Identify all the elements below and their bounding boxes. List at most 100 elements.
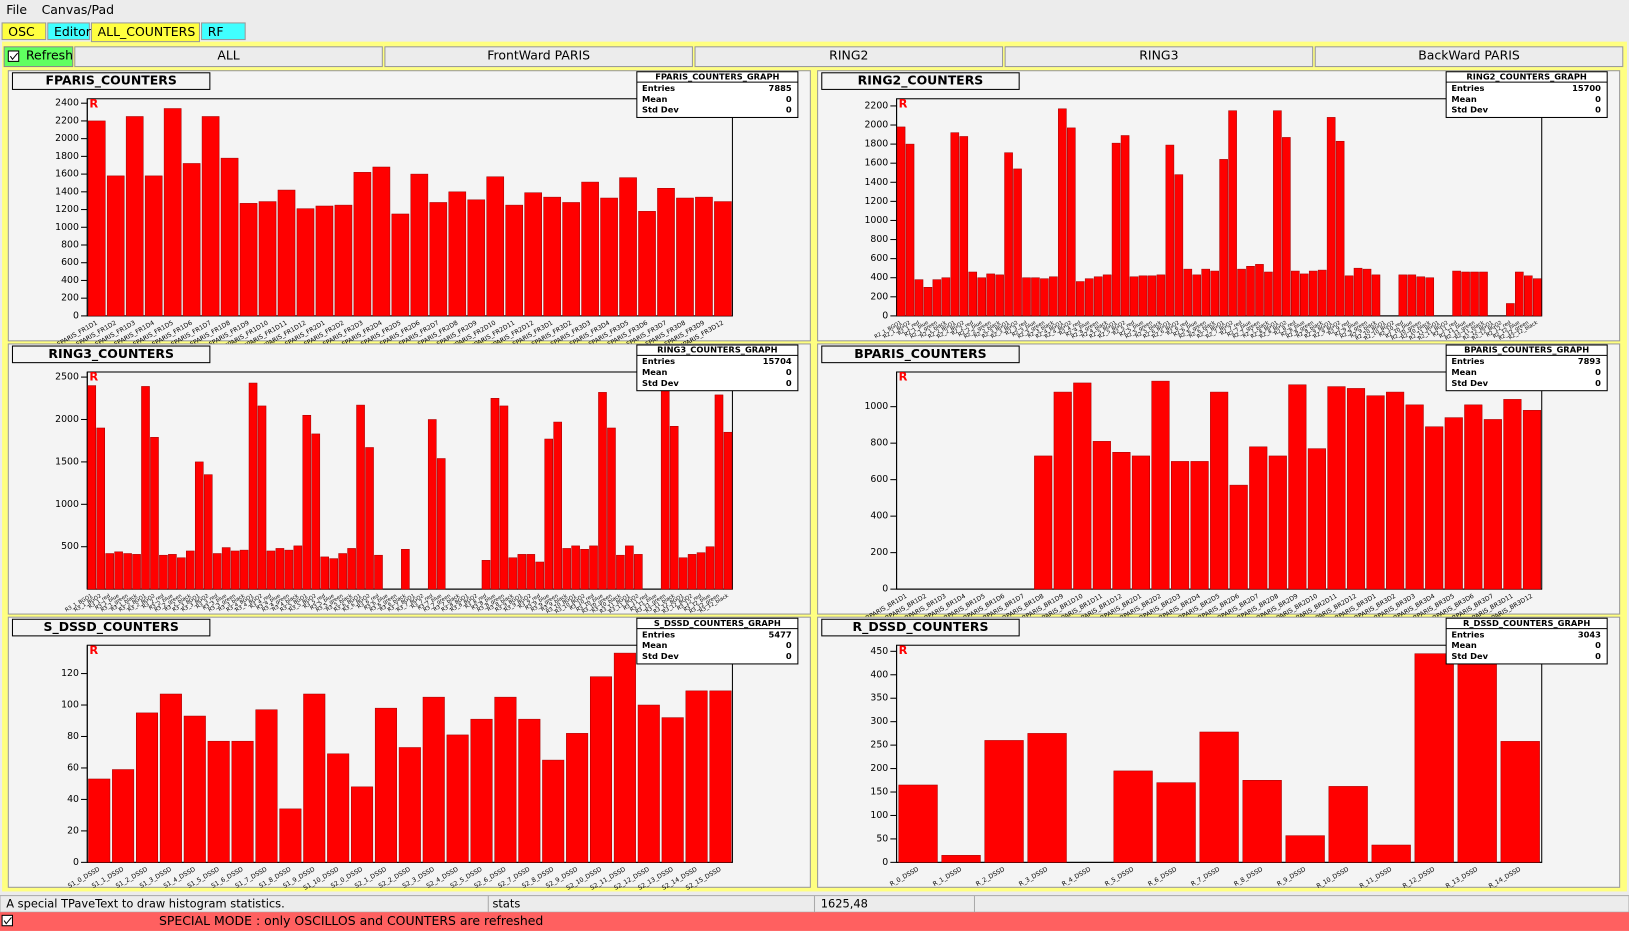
y-tick-label: 120 (61, 668, 79, 679)
bar (177, 557, 186, 590)
status-text: stats (492, 896, 520, 910)
refresh-label[interactable]: Refresh (26, 48, 73, 63)
button-label[interactable]: FrontWard PARIS (487, 48, 590, 63)
bar (571, 545, 580, 590)
checkbox[interactable] (7, 50, 20, 62)
stats-label: Entries (1451, 83, 1484, 93)
footer-checkbox[interactable] (1, 914, 13, 927)
y-tick-label: 2500 (55, 372, 79, 383)
bar (1129, 276, 1139, 317)
bar (709, 690, 732, 863)
tab[interactable] (201, 22, 246, 41)
bar (542, 759, 565, 863)
tab-label[interactable]: ALL_COUNTERS (98, 24, 196, 39)
bar (1040, 278, 1049, 317)
bar (275, 548, 285, 590)
bar (1120, 135, 1130, 317)
stats-title: FPARIS_COUNTERS_GRAPH (655, 71, 779, 81)
button-label[interactable]: RING2 (829, 48, 868, 63)
bar (1053, 391, 1072, 590)
bar (637, 704, 660, 863)
tab-label[interactable]: RF (208, 24, 224, 39)
bar (896, 126, 906, 317)
y-tick-label: 800 (61, 239, 79, 250)
bar (638, 211, 656, 317)
tab[interactable] (1, 22, 47, 41)
chart-title: BPARIS_COUNTERS (854, 346, 986, 362)
bar (410, 173, 429, 317)
bar (1366, 395, 1385, 590)
bar (279, 808, 302, 863)
button[interactable] (1314, 46, 1624, 68)
bar (1522, 410, 1542, 590)
stats-title: RING2_COUNTERS_GRAPH (1466, 71, 1587, 81)
stats-title: S_DSSD_COUNTERS_GRAPH (654, 618, 781, 628)
button[interactable] (1004, 46, 1314, 68)
bar (714, 394, 724, 590)
bar (562, 548, 571, 590)
stats-value: 0 (786, 378, 792, 388)
y-tick-label: 1400 (55, 186, 79, 197)
button[interactable] (694, 46, 1004, 68)
tab-label[interactable]: OSC (8, 24, 35, 39)
tab-label[interactable]: Editor (54, 24, 92, 39)
stats-value: 0 (786, 640, 792, 650)
button-label[interactable]: RING3 (1139, 48, 1178, 63)
y-tick-label: 200 (870, 291, 888, 302)
y-tick-label: 2000 (864, 120, 888, 131)
y-tick-label: 100 (61, 700, 79, 711)
bar (1229, 484, 1248, 590)
menu-item[interactable]: File (6, 2, 27, 17)
y-tick-label: 1200 (864, 196, 888, 207)
title-box (821, 72, 1020, 90)
button[interactable] (384, 46, 693, 68)
y-tick-label: 1000 (55, 499, 79, 510)
bar (543, 196, 561, 317)
bar (1165, 144, 1175, 317)
bar (705, 546, 715, 590)
bar (1049, 276, 1058, 317)
bar (1199, 731, 1239, 863)
bar (696, 552, 706, 590)
bar (1174, 174, 1184, 317)
footer-bar (0, 912, 1629, 931)
bar (266, 550, 276, 590)
refresh-box[interactable] (3, 46, 74, 68)
bar (422, 696, 445, 863)
bar (470, 718, 493, 863)
bar (114, 551, 123, 590)
bar (135, 712, 159, 863)
bar (1156, 274, 1166, 317)
tab[interactable] (90, 22, 200, 43)
corner-mark: R (89, 370, 98, 384)
bar (923, 287, 933, 317)
stats-value: 0 (1595, 94, 1601, 104)
stats-box (1445, 344, 1608, 392)
bar (544, 438, 554, 590)
bar (676, 197, 694, 317)
y-tick-label: 200 (870, 763, 888, 774)
bar (320, 556, 330, 590)
bar (372, 166, 391, 317)
menu-item[interactable]: Canvas/Pad (42, 2, 114, 17)
bar (96, 427, 106, 590)
button-label[interactable]: BackWard PARIS (1418, 48, 1520, 63)
y-tick-label: 1200 (55, 204, 79, 215)
stats-value: 0 (786, 651, 792, 661)
bar (1210, 391, 1229, 590)
stats-box (1445, 71, 1608, 118)
tab[interactable] (47, 22, 90, 41)
stats-box (636, 71, 799, 118)
bar (302, 414, 312, 590)
bar (486, 176, 505, 317)
bar (619, 177, 637, 317)
bar (257, 405, 267, 590)
bar (284, 549, 294, 590)
y-tick-label: 0 (73, 857, 79, 868)
button-label[interactable]: ALL (217, 48, 239, 63)
corner-mark: R (899, 370, 908, 384)
stats-label: Mean (642, 367, 667, 377)
bar (338, 553, 347, 590)
bar (150, 437, 159, 590)
button[interactable] (74, 46, 383, 68)
